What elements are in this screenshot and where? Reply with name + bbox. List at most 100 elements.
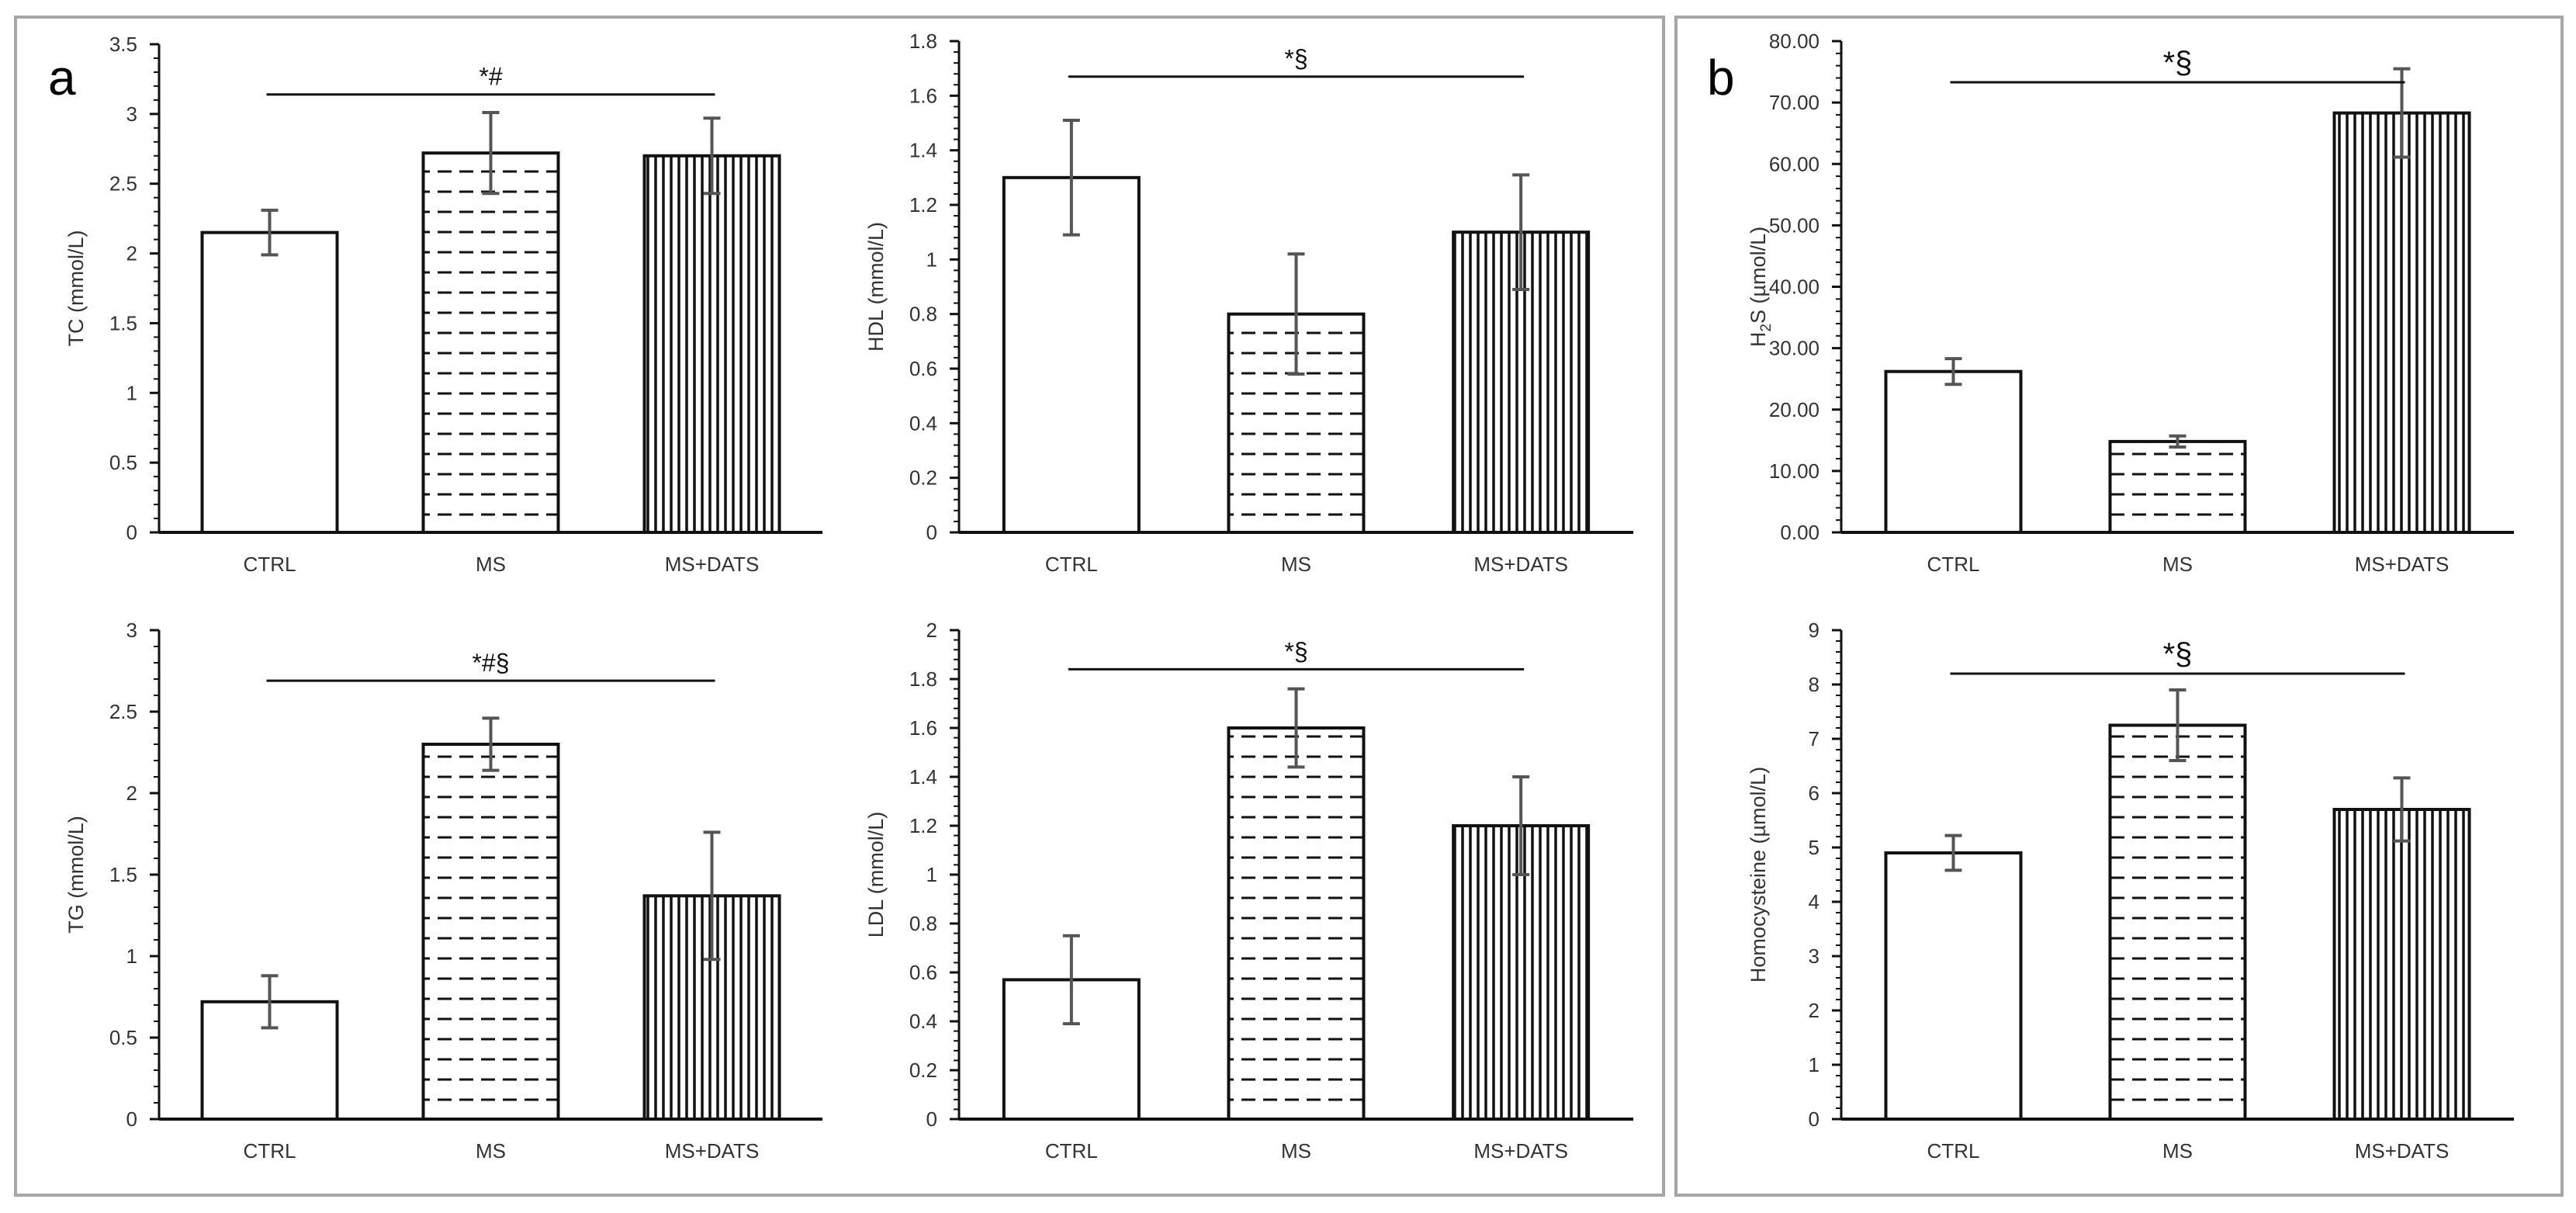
chart-tc: 0 0.5 1 1.5 2 2.5 3 3.5 TC (mmol/L) CTRL MS MS+DATS…	[64, 33, 822, 576]
y-tick-label: 2	[1809, 999, 1819, 1022]
y-tick-label: 3	[1809, 944, 1819, 968]
x-category-label: CTRL	[244, 1139, 296, 1163]
y-tick-label: 5	[1809, 836, 1819, 859]
y-tick-label: 3	[126, 102, 137, 126]
bar-ctrl	[1884, 369, 2023, 534]
y-tick-label: 40.00	[1769, 276, 1819, 299]
y-tick-label: 10.00	[1769, 459, 1819, 483]
y-tick-label: 4	[1809, 890, 1819, 913]
y-tick-label: 6	[1809, 782, 1819, 805]
y-tick-label: 1	[926, 248, 937, 271]
y-tick-label: 0	[926, 1107, 937, 1131]
y-tick-label: 0.6	[909, 961, 937, 984]
chart-ldl: 0 0.2 0.4 0.6 0.8 1 1.2 1.4 1.6 1.8 2 LDL (mmol/L) C…	[864, 619, 1633, 1163]
panel-label-b: b	[1707, 50, 1735, 106]
y-tick-label: 0.00	[1780, 521, 1819, 544]
x-category-label: MS	[1281, 553, 1311, 576]
y-tick-label: 0.2	[909, 466, 937, 490]
y-axis-title: TG (mmol/L)	[64, 816, 88, 934]
y-tick-label: 1.8	[909, 29, 937, 53]
y-tick-label: 2	[126, 242, 137, 265]
y-tick-label: 2	[926, 619, 937, 642]
chart-h2s: 0.00 10.00 20.00 30.00 40.00 50.00 60.00 70.00 8…	[1747, 29, 2514, 576]
y-tick-label: 0.5	[109, 451, 137, 474]
bar-ms	[421, 151, 560, 534]
bar-ms-dats	[2332, 808, 2471, 1121]
significance-label: *§	[2163, 46, 2193, 80]
y-tick-label: 7	[1809, 727, 1819, 750]
y-tick-label: 80.00	[1769, 29, 1819, 53]
x-category-label: CTRL	[1927, 1139, 1980, 1163]
bar-ms	[2108, 723, 2247, 1121]
x-category-label: MS+DATS	[665, 1139, 760, 1163]
x-category-label: CTRL	[1927, 553, 1980, 576]
y-tick-label: 1.2	[909, 814, 937, 837]
y-tick-label: 1	[926, 863, 937, 886]
y-tick-label: 1.4	[909, 139, 937, 162]
bar-ms	[2108, 439, 2247, 535]
y-tick-label: 50.00	[1769, 213, 1819, 237]
y-tick-label: 1.5	[109, 863, 137, 886]
y-tick-label: 1.8	[909, 667, 937, 691]
y-tick-label: 1	[1809, 1053, 1819, 1076]
x-category-label: MS	[2162, 1139, 2193, 1163]
bar-ms	[1227, 726, 1366, 1121]
bar-ctrl	[1884, 851, 2023, 1121]
y-tick-label: 0.5	[109, 1026, 137, 1049]
y-tick-label: 2	[126, 782, 137, 805]
y-tick-label: 0.2	[909, 1059, 937, 1082]
x-category-label: CTRL	[1045, 1139, 1098, 1163]
x-category-label: CTRL	[1045, 553, 1098, 576]
y-tick-label: 0	[926, 521, 937, 544]
chart-tg: 0 0.5 1 1.5 2 2.5 3 TG (mmol/L) CTRL MS MS+DATS *#§	[64, 619, 822, 1163]
x-category-label: MS	[476, 553, 506, 576]
y-tick-label: 0	[126, 521, 137, 544]
bar-ctrl	[200, 230, 339, 534]
y-tick-label: 60.00	[1769, 152, 1819, 175]
y-tick-label: 30.00	[1769, 337, 1819, 360]
y-tick-label: 1	[126, 381, 137, 404]
chart-hdl: 0 0.2 0.4 0.6 0.8 1 1.2 1.4 1.6 1.8 HDL (mmol/L) CT…	[864, 29, 1633, 576]
y-axis-title: HDL (mmol/L)	[864, 222, 888, 352]
y-tick-label: 0.8	[909, 303, 937, 326]
bar-ctrl	[1002, 175, 1141, 534]
y-tick-label: 1.2	[909, 193, 937, 217]
x-category-label: MS+DATS	[2355, 1139, 2450, 1163]
y-tick-label: 1.6	[909, 84, 937, 107]
bar-ms	[421, 743, 560, 1121]
y-tick-label: 0.4	[909, 411, 937, 435]
x-category-label: MS	[1281, 1139, 1311, 1163]
panel-a-frame	[14, 16, 1665, 1197]
y-tick-label: 2.5	[109, 172, 137, 196]
panel-label-a: a	[48, 50, 76, 106]
y-axis-title: Homocysteine (µmol/L)	[1747, 767, 1770, 983]
y-tick-label: 9	[1809, 619, 1819, 642]
x-category-label: MS+DATS	[1473, 553, 1568, 576]
y-tick-label: 70.00	[1769, 91, 1819, 114]
y-axis-title: TC (mmol/L)	[64, 230, 88, 347]
y-tick-label: 0.6	[909, 357, 937, 380]
y-tick-label: 1.5	[109, 311, 137, 334]
x-category-label: CTRL	[244, 553, 296, 576]
y-axis-title: LDL (mmol/L)	[864, 812, 888, 938]
significance-label: *§	[1284, 637, 1307, 665]
x-category-label: MS+DATS	[2355, 553, 2450, 576]
bar-ms-dats	[642, 154, 781, 534]
y-tick-label: 0.4	[909, 1010, 937, 1033]
y-tick-label: 0.8	[909, 912, 937, 935]
y-tick-label: 8	[1809, 673, 1819, 696]
significance-label: *§	[1284, 45, 1307, 73]
panel-b-frame	[1674, 16, 2564, 1197]
y-tick-label: 1	[126, 944, 137, 968]
x-category-label: MS	[2162, 553, 2193, 576]
chart-hcy: 0 1 2 3 4 5 6 7 8 9 Homocysteine (µmol/L) CTRL MS MS+…	[1747, 619, 2514, 1163]
x-category-label: MS+DATS	[1473, 1139, 1568, 1163]
y-tick-label: 1.4	[909, 765, 937, 788]
y-axis-title: H2S (µmol/L)	[1747, 227, 1774, 347]
significance-label: *#	[479, 63, 502, 91]
y-tick-label: 20.00	[1769, 398, 1819, 421]
bar-ms-dats	[2332, 111, 2471, 535]
y-tick-label: 0	[1809, 1107, 1819, 1131]
y-tick-label: 3.5	[109, 33, 137, 56]
